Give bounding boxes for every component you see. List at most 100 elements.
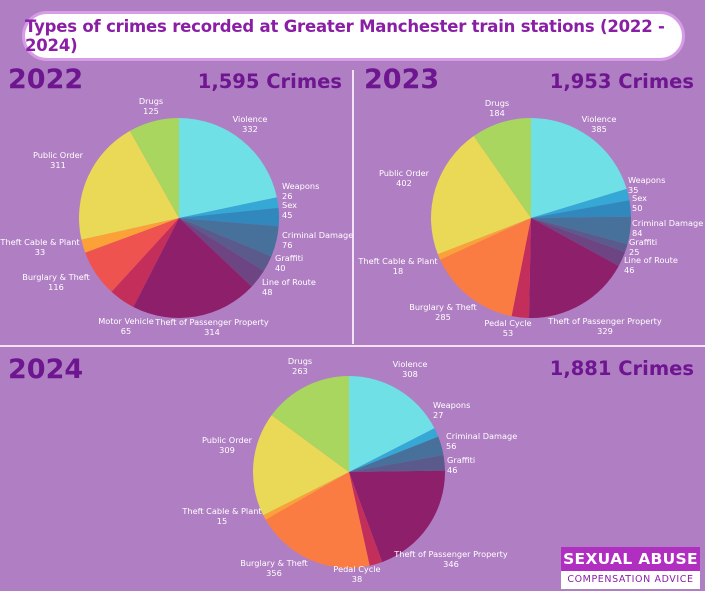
pie-slice-2024-violence	[349, 376, 435, 472]
slice-value-2023: 46	[624, 265, 634, 275]
pie-slice-2022-public-order	[79, 130, 179, 240]
slice-label-2024: Criminal Damage	[446, 431, 517, 441]
slice-label-2022: Motor Vehicle	[98, 316, 154, 326]
slice-value-2023: 50	[632, 203, 642, 213]
slice-value-2024: 309	[219, 445, 235, 455]
slice-label-2022: Theft Cable & Plant	[0, 237, 80, 247]
slice-value-2022: 33	[35, 247, 45, 257]
pie-slice-2024-burglary-theft	[265, 472, 370, 568]
pie-slice-2024-theft-cable-plant	[263, 472, 349, 520]
slice-value-2023: 402	[396, 178, 412, 188]
pie-slice-2023-sex	[531, 200, 631, 218]
slice-label-2022: Violence	[233, 114, 268, 124]
slice-label-2022: Graffiti	[275, 253, 303, 263]
slice-label-2023: Criminal Damage	[632, 218, 703, 228]
pie-slice-2022-motor-vehicle	[111, 218, 179, 307]
pie-slice-2024-pedal-cycle	[349, 472, 383, 566]
slice-label-2024: Theft Cable & Plant	[181, 506, 262, 516]
pie-slice-2023-pedal-cycle	[511, 218, 531, 318]
slice-label-2022: Drugs	[139, 96, 163, 106]
slice-label-2023: Graffiti	[629, 237, 657, 247]
pie-slice-2023-violence	[531, 118, 627, 218]
slice-label-2023: Pedal Cycle	[484, 318, 531, 328]
slice-value-2024: 263	[292, 366, 308, 376]
pie-slice-2023-criminal-damage	[531, 216, 631, 245]
pie-slice-2023-line-of-route	[531, 218, 626, 266]
slice-value-2024: 15	[217, 516, 227, 526]
slice-value-2024: 38	[352, 574, 362, 584]
slice-value-2022: 332	[242, 124, 258, 134]
slice-label-2023: Burglary & Theft	[409, 302, 477, 312]
year-label-2023: 2023	[364, 64, 440, 95]
slice-label-2022: Burglary & Theft	[22, 272, 90, 282]
slice-label-2024: Weapons	[433, 400, 470, 410]
slice-label-2023: Violence	[582, 114, 617, 124]
slice-value-2024: 46	[447, 465, 457, 475]
slice-value-2022: 40	[275, 263, 285, 273]
slice-label-2022: Sex	[282, 200, 297, 210]
pie-slice-2024-theft-of-passenger-property	[349, 470, 445, 563]
slice-label-2023: Public Order	[379, 168, 430, 178]
slice-label-2024: Drugs	[288, 356, 312, 366]
slice-label-2023: Sex	[632, 193, 647, 203]
pie-slice-2022-theft-cable-plant	[81, 218, 179, 253]
slice-value-2022: 45	[282, 210, 292, 220]
slice-label-2023: Drugs	[485, 98, 509, 108]
slice-value-2022: 65	[121, 326, 131, 336]
slice-value-2022: 48	[262, 287, 272, 297]
brand-logo: SEXUAL ABUSE COMPENSATION ADVICE	[561, 547, 700, 589]
pie-slice-2022-weapons	[179, 197, 279, 218]
pie-2023	[430, 118, 631, 318]
slice-label-2022: Theft of Passenger Property	[154, 317, 269, 327]
slice-value-2023: 385	[591, 124, 607, 134]
slice-value-2024: 308	[402, 369, 418, 379]
total-label-2024: 1,881 Crimes	[549, 357, 694, 380]
slice-value-2024: 356	[266, 568, 282, 578]
slice-value-2023: 53	[503, 328, 513, 338]
slice-value-2023: 35	[628, 185, 638, 195]
slice-value-2022: 26	[282, 191, 292, 201]
slice-label-2024: Theft of Passenger Property	[393, 549, 508, 559]
slice-label-2024: Graffiti	[447, 455, 475, 465]
pie-slice-2022-theft-of-passenger-property	[133, 218, 252, 318]
slice-value-2023: 184	[489, 108, 505, 118]
pie-slice-2022-violence	[179, 118, 277, 218]
slice-label-2023: Theft of Passenger Property	[547, 316, 662, 326]
slice-label-2022: Line of Route	[262, 277, 316, 287]
pie-slice-2023-weapons	[531, 188, 630, 218]
pie-slice-2024-graffiti	[349, 454, 445, 472]
pie-slice-2023-theft-of-passenger-property	[529, 218, 619, 318]
slice-value-2023: 84	[632, 228, 642, 238]
pie-slice-2024-weapons	[349, 428, 439, 472]
slice-value-2022: 311	[50, 160, 66, 170]
slice-label-2023: Theft Cable & Plant	[357, 256, 438, 266]
pie-slice-2022-sex	[179, 207, 279, 227]
chart-title: Types of crimes recorded at Greater Manc…	[25, 17, 665, 55]
slice-value-2023: 285	[435, 312, 451, 322]
title-banner: Types of crimes recorded at Greater Manc…	[22, 11, 685, 61]
pie-slice-2022-criminal-damage	[179, 218, 279, 257]
pie-slice-2022-line-of-route	[179, 218, 264, 287]
slice-label-2024: Pedal Cycle	[333, 564, 380, 574]
pie-slice-2024-public-order	[252, 415, 349, 516]
pie-slice-2024-drugs	[271, 376, 349, 472]
slice-value-2024: 56	[446, 441, 456, 451]
slice-label-2022: Public Order	[33, 150, 84, 160]
slice-value-2022: 314	[204, 327, 220, 337]
slice-label-2024: Public Order	[202, 435, 253, 445]
pie-slice-2023-public-order	[430, 136, 531, 255]
pie-slice-2022-burglary-theft	[85, 218, 179, 292]
slice-value-2024: 27	[433, 410, 443, 420]
pie-slice-2023-drugs	[473, 118, 531, 218]
slice-label-2024: Violence	[393, 359, 428, 369]
slice-label-2024: Burglary & Theft	[240, 558, 308, 568]
pie-2024	[252, 376, 445, 568]
pie-slice-2023-graffiti	[531, 218, 628, 253]
slice-value-2022: 116	[48, 282, 64, 292]
slice-label-2023: Line of Route	[624, 255, 678, 265]
pie-slice-2023-theft-cable-plant	[437, 218, 531, 260]
slice-label-2023: Weapons	[628, 175, 665, 185]
slice-value-2022: 76	[282, 240, 292, 250]
slice-value-2023: 25	[629, 247, 639, 257]
year-label-2022: 2022	[8, 64, 84, 95]
